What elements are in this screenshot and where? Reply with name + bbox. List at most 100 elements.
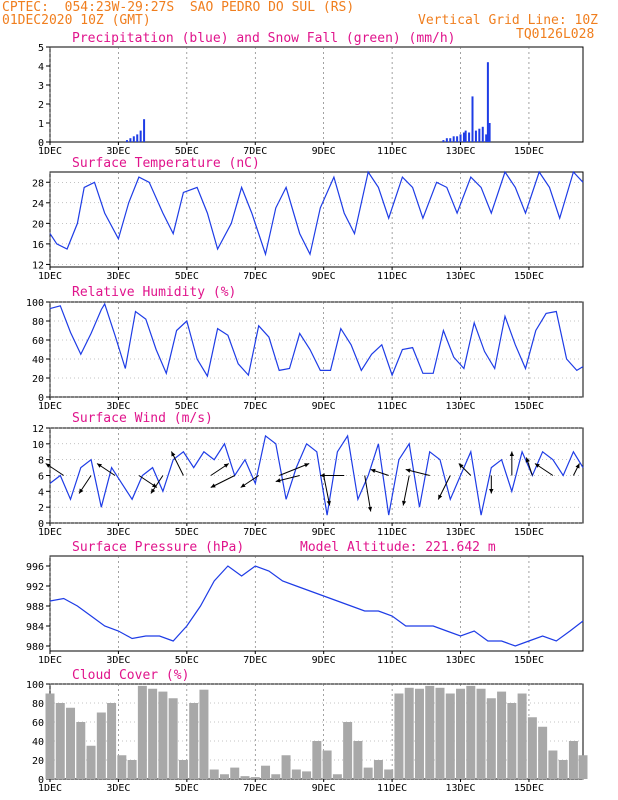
series-line bbox=[49, 565, 584, 647]
x-tick-label: 13DEC bbox=[445, 655, 475, 666]
panel-annotation: Model Altitude: 221.642 m bbox=[300, 540, 496, 555]
wind-arrow-head bbox=[438, 494, 443, 500]
y-tick-label: 980 bbox=[26, 642, 44, 653]
series-line bbox=[49, 434, 584, 516]
wind-arrow bbox=[323, 475, 331, 506]
panel-frame bbox=[49, 555, 584, 652]
cloud-bar bbox=[250, 777, 260, 779]
wind-arrow-head bbox=[489, 489, 494, 494]
x-tick-label: 11DEC bbox=[377, 527, 407, 538]
x-tick-label: 11DEC bbox=[377, 146, 407, 157]
x-tick-label: 5DEC bbox=[175, 655, 199, 666]
x-tick-label: 7DEC bbox=[243, 271, 267, 282]
y-tick-label: 992 bbox=[26, 582, 44, 593]
y-tick-label: 0 bbox=[38, 138, 44, 149]
x-tick-label: 7DEC bbox=[243, 146, 267, 157]
y-tick-label: 100 bbox=[26, 680, 44, 691]
x-tick-label: 3DEC bbox=[106, 401, 130, 412]
wind-arrow-head bbox=[171, 451, 176, 457]
cloud-bar bbox=[291, 769, 301, 779]
y-tick-label: 28 bbox=[32, 178, 44, 189]
y-tick-label: 10 bbox=[32, 440, 44, 451]
wind-arrow-head bbox=[320, 473, 325, 478]
wind-arrow-head bbox=[525, 457, 530, 463]
y-tick-label: 20 bbox=[32, 374, 44, 385]
y-tick-label: 20 bbox=[32, 756, 44, 767]
precip-bar bbox=[129, 138, 132, 142]
cloud-bar bbox=[414, 688, 424, 779]
x-tick-label: 1DEC bbox=[38, 271, 62, 282]
wind-arrow-head bbox=[150, 488, 156, 494]
x-tick-label: 13DEC bbox=[445, 527, 475, 538]
cloud-bar bbox=[127, 760, 137, 779]
x-tick-label: 3DEC bbox=[106, 271, 130, 282]
x-tick-label: 5DEC bbox=[175, 146, 199, 157]
cloud-bar bbox=[497, 691, 507, 779]
wind-arrow-head bbox=[370, 468, 376, 473]
wind-arrow-head bbox=[575, 463, 580, 469]
wind-arrow-head bbox=[79, 488, 84, 494]
y-tick-label: 40 bbox=[32, 737, 44, 748]
x-tick-label: 5DEC bbox=[175, 401, 199, 412]
x-tick-label: 7DEC bbox=[243, 527, 267, 538]
y-tick-label: 988 bbox=[26, 602, 44, 613]
panel-frame bbox=[49, 46, 584, 143]
cloud-bar bbox=[66, 707, 76, 779]
cloud-bar bbox=[527, 717, 537, 779]
wind-arrow-head bbox=[304, 463, 310, 468]
y-tick-label: 60 bbox=[32, 336, 44, 347]
precip-bar bbox=[143, 119, 146, 142]
cloud-bar bbox=[332, 774, 342, 779]
precip-bar bbox=[474, 130, 477, 142]
cloud-bar bbox=[45, 693, 55, 779]
y-tick-label: 100 bbox=[26, 298, 44, 309]
y-tick-label: 2 bbox=[38, 100, 44, 111]
wind-arrow-head bbox=[223, 463, 229, 468]
y-tick-label: 0 bbox=[38, 519, 44, 530]
cloud-bar bbox=[425, 685, 435, 779]
precip-bar bbox=[125, 140, 128, 142]
cloud-bar bbox=[189, 703, 199, 779]
x-tick-label: 13DEC bbox=[445, 783, 475, 794]
cloud-bar bbox=[107, 703, 117, 779]
wind-arrow-head bbox=[210, 483, 216, 488]
precip-bar bbox=[452, 136, 455, 142]
cloud-bar bbox=[456, 688, 466, 779]
panel-title: Surface Pressure (hPa) bbox=[72, 540, 244, 555]
x-tick-label: 15DEC bbox=[514, 146, 544, 157]
cloud-bar bbox=[558, 760, 568, 779]
y-tick-label: 3 bbox=[38, 81, 44, 92]
x-tick-label: 7DEC bbox=[243, 401, 267, 412]
x-tick-label: 11DEC bbox=[377, 271, 407, 282]
cloud-bar bbox=[158, 691, 168, 779]
cloud-bar bbox=[404, 687, 414, 779]
precip-bar bbox=[132, 136, 135, 142]
precip-bar bbox=[468, 132, 471, 142]
x-tick-label: 9DEC bbox=[312, 783, 336, 794]
x-tick-label: 9DEC bbox=[312, 527, 336, 538]
x-tick-label: 11DEC bbox=[377, 783, 407, 794]
x-tick-label: 1DEC bbox=[38, 401, 62, 412]
cloud-bar bbox=[507, 703, 517, 779]
panel-frame bbox=[49, 171, 584, 268]
cloud-bar bbox=[55, 703, 65, 779]
precip-bar bbox=[459, 134, 462, 142]
x-tick-label: 5DEC bbox=[175, 271, 199, 282]
panel-title: Relative Humidity (%) bbox=[72, 285, 236, 300]
wind-arrow bbox=[364, 475, 372, 512]
wind-arrow bbox=[402, 475, 410, 506]
y-tick-label: 6 bbox=[38, 472, 44, 483]
header-station: CPTEC: 054:23W-29:27S SAO PEDRO DO SUL (… bbox=[2, 0, 355, 15]
x-tick-label: 1DEC bbox=[38, 655, 62, 666]
cloud-bar bbox=[578, 755, 588, 779]
y-tick-label: 60 bbox=[32, 718, 44, 729]
x-tick-label: 15DEC bbox=[514, 783, 544, 794]
cloud-bar bbox=[302, 771, 312, 779]
cloud-bar bbox=[76, 722, 86, 779]
wind-arrow-head bbox=[240, 483, 246, 488]
x-tick-label: 7DEC bbox=[243, 655, 267, 666]
precip-bar bbox=[471, 96, 474, 142]
precip-bar bbox=[485, 134, 488, 142]
x-tick-label: 13DEC bbox=[445, 271, 475, 282]
